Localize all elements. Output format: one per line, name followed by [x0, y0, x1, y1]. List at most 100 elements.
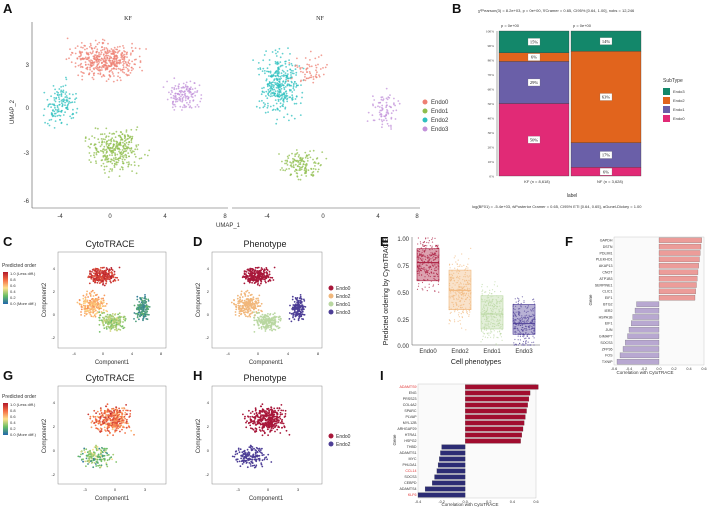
phenotype-point — [297, 299, 299, 302]
umap-point-endo0 — [70, 61, 73, 64]
umap-point-endo1 — [119, 168, 122, 171]
phenotype-point — [252, 280, 255, 282]
umap-point-endo1 — [130, 137, 133, 140]
umap-x-label: UMAP_1 — [216, 223, 241, 229]
umap-point-endo3 — [198, 84, 201, 87]
cytotrace-point — [90, 298, 93, 301]
segment-percent-label: 63% — [602, 95, 611, 100]
umap-point-endo0 — [290, 77, 293, 80]
umap-point-endo0 — [101, 62, 103, 64]
box-jitter-point — [431, 237, 434, 239]
umap-point-endo1 — [123, 142, 126, 145]
umap-point-endo2 — [299, 102, 302, 105]
umap-point-endo1 — [133, 164, 136, 167]
umap-point-endo3 — [176, 98, 179, 100]
cytotrace-point — [144, 295, 147, 298]
umap-point-endo2 — [68, 93, 71, 95]
box-jitter-point — [438, 291, 440, 293]
umap-nf-xtick: 8 — [415, 214, 419, 220]
phenotype-point — [269, 276, 272, 279]
umap-point-endo1 — [121, 155, 124, 158]
umap-point-endo1 — [111, 162, 114, 165]
umap-point-endo3 — [384, 117, 387, 120]
cytotrace-point — [97, 271, 99, 274]
phenotype-point — [272, 279, 275, 281]
umap-ytick: 3 — [26, 63, 30, 69]
umap-point-endo2 — [51, 109, 54, 112]
umap-point-endo0 — [127, 70, 130, 72]
umap-point-endo2 — [56, 109, 59, 112]
umap-point-endo1 — [312, 174, 314, 176]
umap-point-endo2 — [295, 102, 298, 105]
umap-point-endo1 — [281, 160, 283, 163]
box-jitter-point — [525, 342, 527, 345]
phenotype-point — [256, 283, 259, 286]
box-jitter-point — [488, 334, 490, 336]
umap-point-endo0 — [94, 45, 97, 48]
box-xtick: Endo3 — [515, 349, 533, 355]
cytotrace-point — [100, 408, 102, 411]
phenotype-point — [243, 299, 246, 302]
cytotrace-point — [120, 420, 123, 423]
cytotrace-point — [90, 273, 93, 275]
cytotrace-point — [119, 317, 122, 319]
cytotrace-point — [110, 274, 113, 277]
phenotype-d-xtick: 4 — [287, 351, 290, 356]
phenotype-point — [248, 307, 251, 310]
umap-point-endo0 — [100, 57, 103, 60]
umap-point-endo1 — [302, 163, 305, 166]
cytotrace-point — [105, 302, 108, 305]
umap-point-endo0 — [86, 67, 88, 69]
umap-point-endo1 — [114, 156, 117, 159]
box-jitter-point — [482, 289, 484, 291]
umap-point-endo0 — [141, 69, 144, 72]
umap-point-endo1 — [95, 160, 97, 163]
umap-point-endo0 — [100, 49, 102, 52]
umap-point-endo0 — [104, 60, 107, 62]
umap-point-endo0 — [93, 74, 95, 77]
cytotrace-point — [125, 420, 128, 423]
box-jitter-point — [422, 242, 424, 244]
umap-point-endo2 — [295, 95, 298, 98]
umap-point-endo0 — [81, 71, 84, 74]
umap-point-endo1 — [119, 156, 121, 159]
umap-point-endo0 — [114, 55, 117, 58]
bar-ytick: 30% — [488, 131, 495, 135]
cytotrace-point — [141, 297, 143, 299]
box-jitter-point — [425, 249, 427, 251]
box-jitter-point — [499, 333, 502, 335]
box-jitter-point — [523, 336, 525, 338]
umap-point-endo0 — [318, 74, 320, 76]
phenotype-point — [272, 313, 275, 316]
umap-point-endo0 — [115, 58, 118, 61]
umap-point-endo0 — [105, 52, 108, 55]
umap-point-endo0 — [308, 65, 311, 68]
cytotrace-point — [96, 278, 99, 280]
phenotype-point — [298, 313, 301, 315]
box-jitter-point — [428, 257, 430, 259]
cytotrace-point — [84, 296, 87, 299]
box-jitter-point — [514, 298, 516, 300]
cytotrace-c-xlabel: Component1 — [95, 360, 130, 366]
umap-point-endo0 — [125, 63, 128, 66]
umap-point-endo3 — [390, 112, 393, 115]
phenotype-point — [251, 268, 254, 271]
phenotype-point — [253, 331, 256, 333]
umap-kf-xtick: 4 — [163, 214, 167, 220]
umap-point-endo1 — [112, 149, 115, 152]
umap-point-endo0 — [89, 66, 91, 69]
legend-endo2-label: Endo2 — [336, 294, 351, 300]
box-jitter-point — [522, 340, 525, 343]
umap-point-endo0 — [125, 52, 128, 54]
cytotrace-point — [133, 304, 136, 307]
umap-point-endo0 — [71, 51, 73, 54]
box-jitter-point — [513, 344, 515, 346]
umap-point-endo0 — [145, 48, 148, 50]
umap-point-endo0 — [122, 58, 124, 60]
umap-point-endo3 — [381, 106, 383, 109]
box-jitter-point — [426, 256, 428, 258]
phenotype-point — [241, 276, 244, 279]
cytotrace-point — [101, 303, 104, 305]
umap-point-endo2 — [262, 59, 265, 62]
phenotype-point — [296, 297, 299, 299]
